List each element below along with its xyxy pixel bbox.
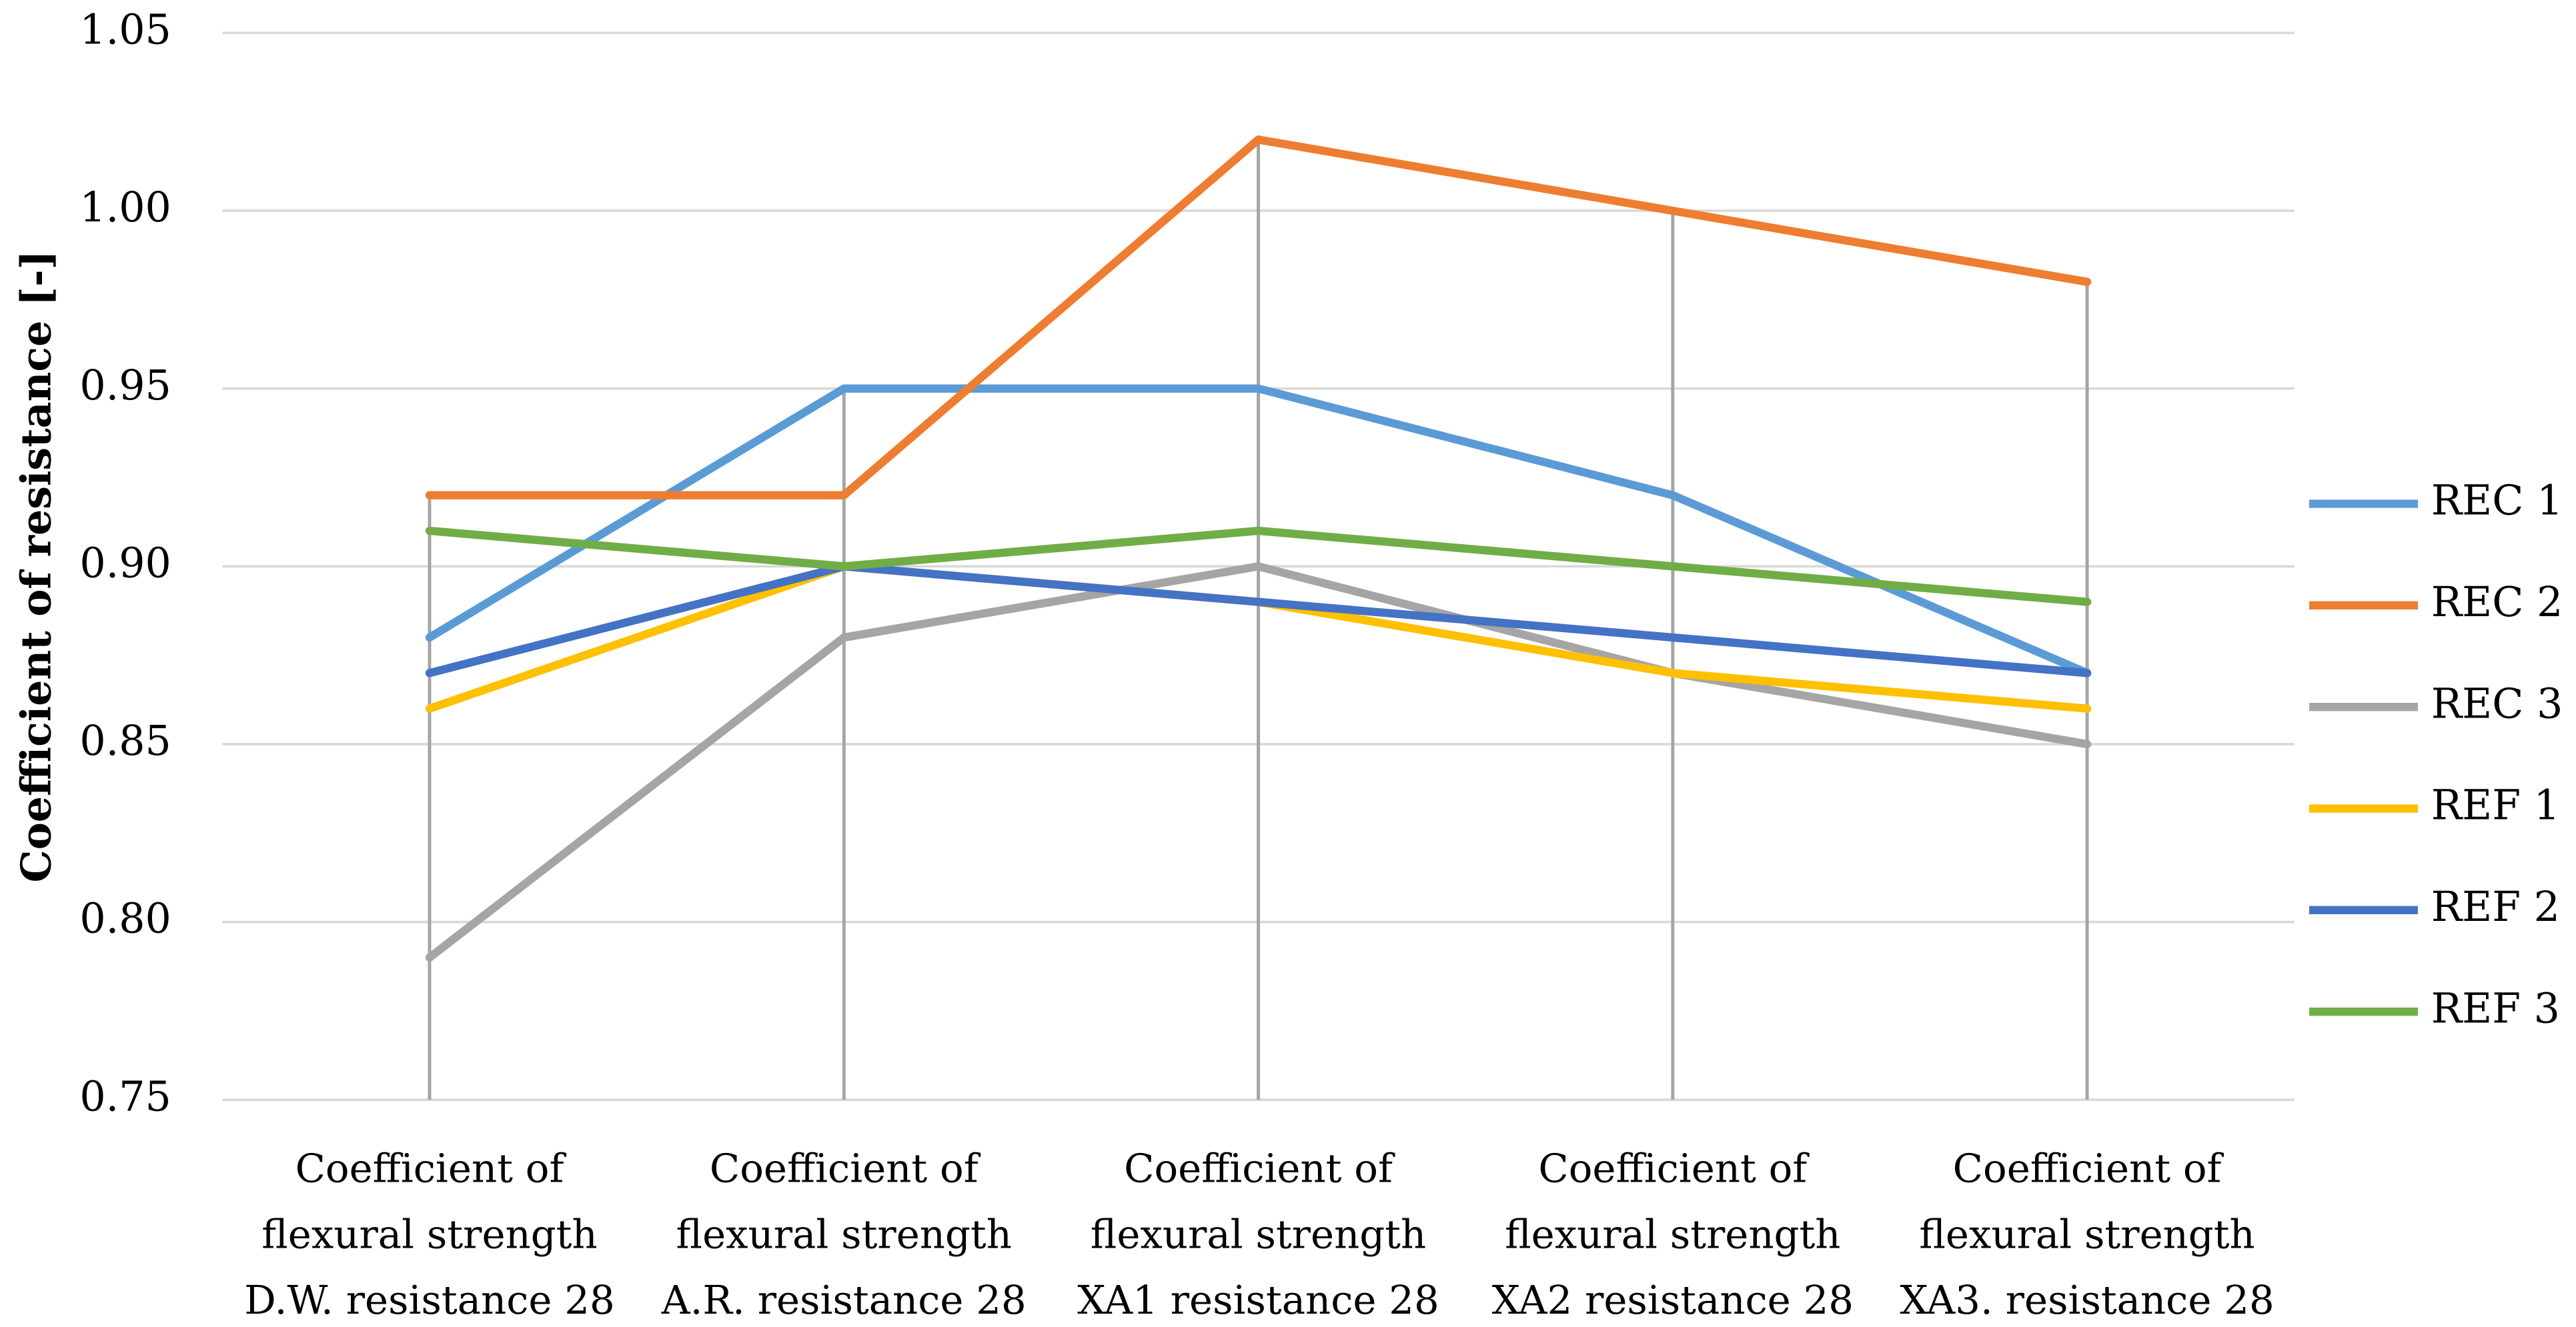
series-line [425, 384, 2092, 678]
x-tick-label: Coefficient of flexural strength XA3. re… [1900, 1146, 2275, 1324]
y-tick-label: 1.05 [79, 5, 171, 53]
legend-label: REC 2 [2431, 578, 2563, 626]
x-tick-label: Coefficient of flexural strength D.W. re… [244, 1146, 615, 1324]
legend-label: REC 3 [2431, 680, 2563, 728]
x-tick-label-box: Coefficient of flexural strength XA3. re… [1900, 1146, 2275, 1324]
series-line [425, 562, 2092, 678]
y-tick-label: 0.80 [79, 895, 171, 943]
y-tick-label: 0.90 [79, 539, 171, 587]
x-tick-label: Coefficient of flexural strength XA1 res… [1077, 1146, 1439, 1324]
x-tick-label: Coefficient of flexural strength XA2 res… [1491, 1146, 1854, 1324]
y-tick-label: 0.85 [79, 717, 171, 765]
y-axis-label: Coefficient of resistance [-] [11, 250, 60, 882]
x-tick-label-box: Coefficient of flexural strength A.R. re… [661, 1146, 1027, 1324]
x-tick-label: Coefficient of flexural strength A.R. re… [661, 1146, 1027, 1324]
y-tick-label: 0.75 [79, 1072, 171, 1120]
x-tick-label-box: Coefficient of flexural strength XA2 res… [1491, 1146, 1854, 1324]
x-tick-label-box: Coefficient of flexural strength XA1 res… [1077, 1146, 1439, 1324]
legend-label: REF 2 [2431, 883, 2560, 931]
series-line [425, 562, 2092, 962]
series-line [425, 526, 2092, 606]
legend-label: REC 1 [2431, 477, 2563, 525]
legend-label: REF 3 [2431, 984, 2560, 1032]
legend-label: REF 1 [2431, 782, 2560, 830]
y-tick-label: 1.00 [79, 183, 171, 231]
x-tick-label-box: Coefficient of flexural strength D.W. re… [244, 1146, 615, 1324]
y-tick-label: 0.95 [79, 361, 171, 409]
series-line [425, 135, 2092, 499]
